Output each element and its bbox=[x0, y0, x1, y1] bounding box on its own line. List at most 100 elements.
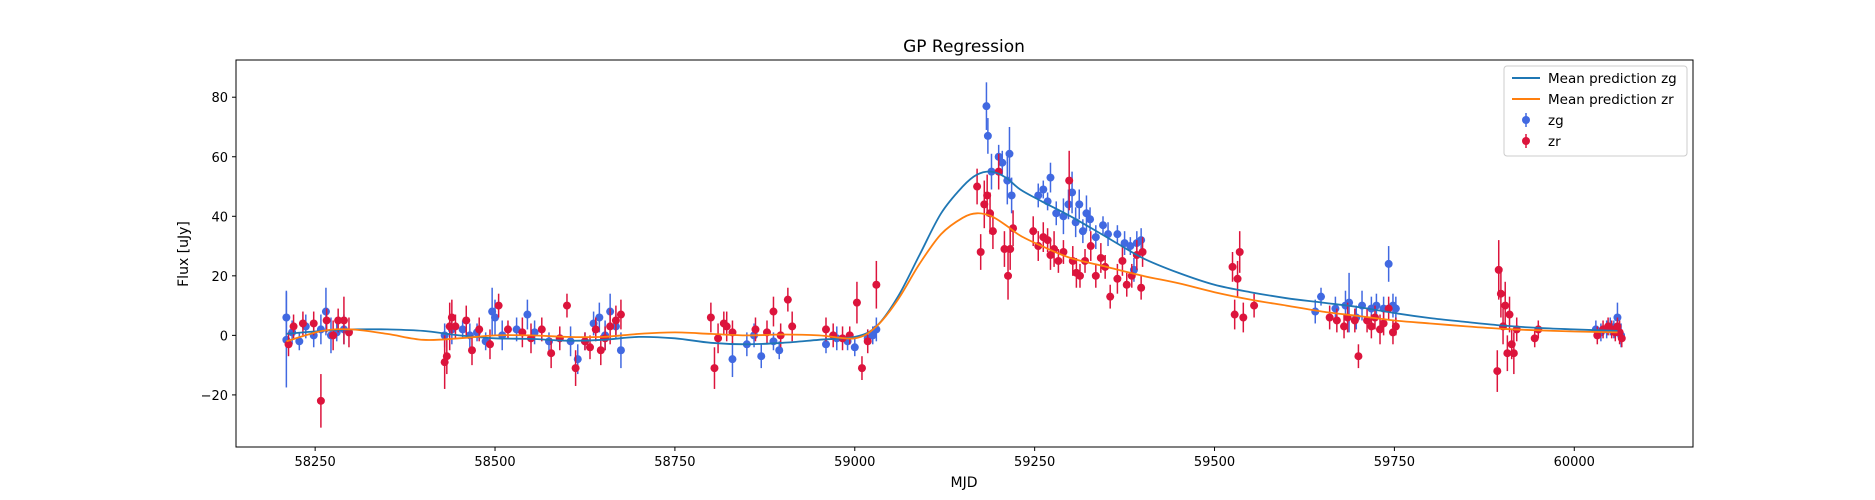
y-tick-label: 20 bbox=[211, 270, 228, 285]
data-point-zr bbox=[1239, 302, 1248, 333]
marker-zg bbox=[1082, 209, 1091, 218]
data-point-zr bbox=[1137, 275, 1146, 300]
data-point-zg bbox=[982, 82, 991, 130]
marker-zr bbox=[322, 316, 331, 325]
data-point-zr bbox=[1086, 231, 1095, 261]
marker-zr bbox=[309, 319, 318, 328]
legend-label-zr: zr bbox=[1548, 134, 1561, 150]
legend-swatch-zr bbox=[1522, 134, 1530, 148]
y-tick-label: 0 bbox=[220, 329, 228, 344]
marker-zr bbox=[1122, 280, 1131, 289]
data-point-zr bbox=[1493, 350, 1502, 392]
x-tick-label: 59000 bbox=[834, 455, 875, 470]
y-axis-title: Flux [uJy] bbox=[176, 221, 192, 287]
marker-zr bbox=[1006, 245, 1015, 254]
data-point-zr bbox=[983, 174, 992, 217]
data-point-zg bbox=[775, 341, 784, 360]
marker-zr bbox=[1363, 316, 1372, 325]
marker-zg bbox=[1391, 304, 1400, 313]
data-point-zr bbox=[1509, 332, 1518, 375]
legend-swatch-zg bbox=[1522, 113, 1530, 127]
x-tick-label: 59500 bbox=[1194, 455, 1235, 470]
marker-zr bbox=[973, 182, 982, 191]
marker-zr bbox=[722, 322, 731, 331]
marker-zr bbox=[585, 343, 594, 352]
data-point-zr bbox=[857, 356, 866, 381]
marker-zg bbox=[1384, 259, 1393, 268]
marker-zr bbox=[751, 325, 760, 334]
data-point-zr bbox=[1250, 293, 1259, 318]
data-point-zr bbox=[1091, 263, 1100, 288]
marker-zr bbox=[1384, 304, 1393, 313]
data-point-zg bbox=[1046, 162, 1055, 193]
x-tick-label: 58250 bbox=[294, 455, 335, 470]
marker-zr bbox=[983, 191, 992, 200]
data-point-zr bbox=[289, 314, 298, 339]
marker-zg bbox=[1086, 215, 1095, 224]
data-point-zr bbox=[710, 347, 719, 389]
marker-zr bbox=[1354, 352, 1363, 361]
marker-zr bbox=[1106, 292, 1115, 301]
marker-zr bbox=[1137, 283, 1146, 292]
marker-zr bbox=[298, 319, 307, 328]
marker-zr bbox=[769, 307, 778, 316]
marker-zr bbox=[1503, 349, 1512, 358]
data-point-zr bbox=[298, 311, 307, 336]
data-point-zr bbox=[467, 335, 476, 366]
data-point-zr bbox=[442, 338, 451, 375]
mean-line-zr bbox=[286, 212, 1618, 343]
marker-zg bbox=[530, 328, 539, 337]
marker-zr bbox=[821, 325, 830, 334]
data-point-zr bbox=[1096, 243, 1105, 273]
plot-frame bbox=[235, 59, 1694, 448]
marker-zg bbox=[983, 131, 992, 140]
marker-zr bbox=[284, 340, 293, 349]
marker-zr bbox=[1493, 367, 1502, 376]
marker-zr bbox=[1530, 334, 1539, 343]
marker-zr bbox=[467, 346, 476, 355]
data-point-zr bbox=[322, 308, 331, 333]
data-point-zr bbox=[537, 317, 546, 342]
data-point-zr bbox=[462, 305, 471, 336]
marker-zr bbox=[710, 364, 719, 373]
data-point-zr bbox=[1006, 228, 1015, 270]
data-point-zr bbox=[1235, 231, 1244, 273]
data-point-zr bbox=[714, 323, 723, 354]
marker-zr bbox=[475, 325, 484, 334]
marker-zr bbox=[339, 316, 348, 325]
marker-zr bbox=[1239, 313, 1248, 322]
y-tick-label: 60 bbox=[211, 151, 228, 166]
data-point-zr bbox=[751, 317, 760, 342]
marker-zr bbox=[1332, 316, 1341, 325]
data-point-zr bbox=[722, 311, 731, 342]
marker-zr bbox=[316, 396, 325, 405]
marker-zg bbox=[488, 307, 497, 316]
marker-zr bbox=[571, 364, 580, 373]
marker-zr bbox=[1086, 242, 1095, 251]
marker-zr bbox=[1379, 319, 1388, 328]
data-point-zg bbox=[728, 341, 737, 378]
marker-zr bbox=[1340, 322, 1349, 331]
marker-zg bbox=[523, 310, 532, 319]
data-point-zr bbox=[1530, 329, 1539, 348]
legend-label-mean-zr: Mean prediction zr bbox=[1548, 92, 1674, 108]
data-point-zr bbox=[284, 332, 293, 357]
marker-zr bbox=[1091, 271, 1100, 280]
y-tick-label: −20 bbox=[201, 389, 228, 404]
marker-zr bbox=[451, 322, 460, 331]
marker-zg bbox=[1099, 221, 1108, 230]
data-point-zr bbox=[1106, 284, 1115, 309]
marker-zr bbox=[447, 313, 456, 322]
marker-zr bbox=[494, 301, 503, 310]
marker-zg bbox=[775, 346, 784, 355]
marker-zg bbox=[850, 343, 859, 352]
data-point-zg bbox=[1113, 225, 1122, 244]
data-point-zg bbox=[1039, 180, 1048, 199]
marker-zg bbox=[295, 337, 304, 346]
marker-zr bbox=[1350, 316, 1359, 325]
legend-label-mean-zg: Mean prediction zg bbox=[1548, 71, 1677, 87]
marker-zr bbox=[616, 310, 625, 319]
marker-zg bbox=[1052, 209, 1061, 218]
data-point-zr bbox=[562, 293, 571, 318]
